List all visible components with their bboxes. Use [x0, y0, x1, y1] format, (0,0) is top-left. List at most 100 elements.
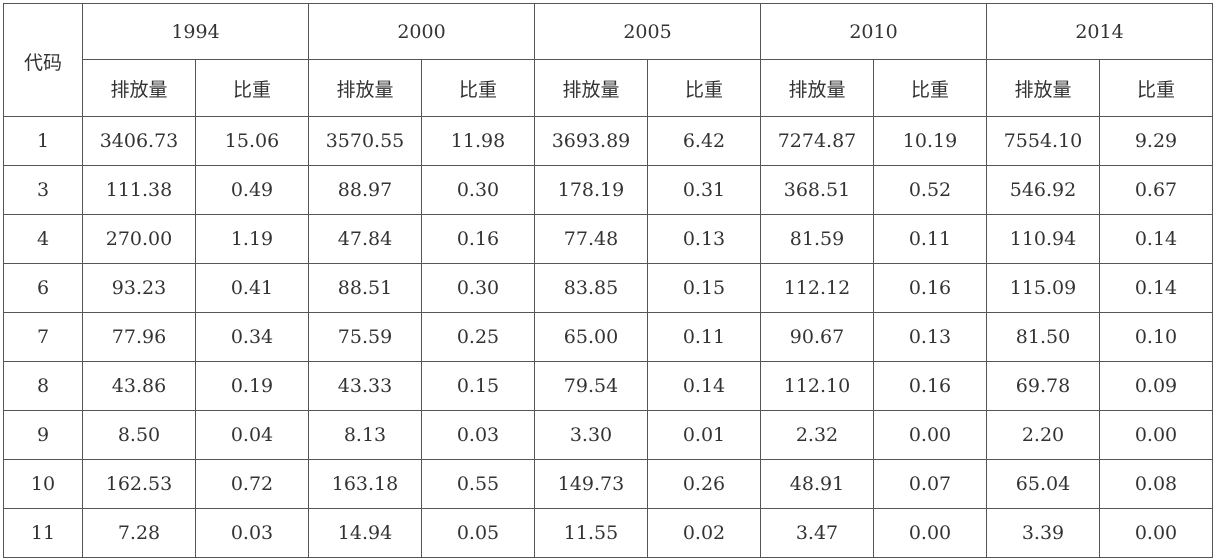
code-cell: 8: [3, 361, 83, 411]
value-cell: 10.19: [873, 116, 987, 166]
value-cell: 0.00: [1099, 410, 1213, 460]
value-cell: 111.38: [82, 165, 196, 215]
value-cell: 546.92: [986, 165, 1100, 215]
year-header: 2005: [534, 3, 761, 60]
value-cell: 0.14: [647, 361, 761, 411]
data-row: 7 77.96 0.34 75.59 0.25 65.00 0.11 90.67 0.13 81.…: [3, 312, 1213, 362]
value-cell: 3.39: [986, 508, 1100, 558]
value-cell: 69.78: [986, 361, 1100, 411]
value-cell: 0.13: [647, 214, 761, 264]
value-cell: 48.91: [760, 459, 874, 509]
value-cell: 368.51: [760, 165, 874, 215]
code-cell: 9: [3, 410, 83, 460]
value-cell: 8.13: [308, 410, 422, 460]
value-cell: 0.01: [647, 410, 761, 460]
value-cell: 8.50: [82, 410, 196, 460]
sub-header: 比重: [195, 59, 309, 117]
value-cell: 7274.87: [760, 116, 874, 166]
value-cell: 79.54: [534, 361, 648, 411]
value-cell: 0.41: [195, 263, 309, 313]
value-cell: 0.25: [421, 312, 535, 362]
value-cell: 178.19: [534, 165, 648, 215]
value-cell: 0.67: [1099, 165, 1213, 215]
year-header: 1994: [82, 3, 309, 60]
value-cell: 162.53: [82, 459, 196, 509]
year-header: 2000: [308, 3, 535, 60]
data-row: 4 270.00 1.19 47.84 0.16 77.48 0.13 81.59 0.11 11…: [3, 214, 1213, 264]
code-cell: 11: [3, 508, 83, 558]
value-cell: 3406.73: [82, 116, 196, 166]
value-cell: 1.19: [195, 214, 309, 264]
sub-header: 比重: [421, 59, 535, 117]
value-cell: 2.20: [986, 410, 1100, 460]
code-cell: 3: [3, 165, 83, 215]
code-cell: 4: [3, 214, 83, 264]
value-cell: 163.18: [308, 459, 422, 509]
value-cell: 75.59: [308, 312, 422, 362]
value-cell: 110.94: [986, 214, 1100, 264]
value-cell: 0.07: [873, 459, 987, 509]
sub-header: 排放量: [760, 59, 874, 117]
value-cell: 0.00: [873, 410, 987, 460]
value-cell: 81.50: [986, 312, 1100, 362]
value-cell: 112.12: [760, 263, 874, 313]
value-cell: 90.67: [760, 312, 874, 362]
value-cell: 65.00: [534, 312, 648, 362]
value-cell: 0.72: [195, 459, 309, 509]
value-cell: 6.42: [647, 116, 761, 166]
value-cell: 11.98: [421, 116, 535, 166]
value-cell: 115.09: [986, 263, 1100, 313]
value-cell: 81.59: [760, 214, 874, 264]
value-cell: 83.85: [534, 263, 648, 313]
sub-header: 比重: [647, 59, 761, 117]
value-cell: 0.13: [873, 312, 987, 362]
value-cell: 0.26: [647, 459, 761, 509]
code-cell: 10: [3, 459, 83, 509]
data-row: 9 8.50 0.04 8.13 0.03 3.30 0.01 2.32 0.00 2.20 0.0…: [3, 410, 1213, 460]
value-cell: 7.28: [82, 508, 196, 558]
value-cell: 0.00: [1099, 508, 1213, 558]
value-cell: 0.30: [421, 263, 535, 313]
value-cell: 65.04: [986, 459, 1100, 509]
value-cell: 0.49: [195, 165, 309, 215]
data-row: 1 3406.73 15.06 3570.55 11.98 3693.89 6.42 7274…: [3, 116, 1213, 166]
value-cell: 112.10: [760, 361, 874, 411]
value-cell: 47.84: [308, 214, 422, 264]
value-cell: 270.00: [82, 214, 196, 264]
value-cell: 43.33: [308, 361, 422, 411]
value-cell: 15.06: [195, 116, 309, 166]
value-cell: 3693.89: [534, 116, 648, 166]
value-cell: 0.31: [647, 165, 761, 215]
sub-header: 排放量: [986, 59, 1100, 117]
value-cell: 7554.10: [986, 116, 1100, 166]
value-cell: 0.15: [421, 361, 535, 411]
value-cell: 0.11: [873, 214, 987, 264]
value-cell: 0.10: [1099, 312, 1213, 362]
year-header: 2014: [986, 3, 1213, 60]
value-cell: 0.11: [647, 312, 761, 362]
value-cell: 0.04: [195, 410, 309, 460]
value-cell: 0.00: [873, 508, 987, 558]
value-cell: 0.16: [421, 214, 535, 264]
value-cell: 43.86: [82, 361, 196, 411]
value-cell: 0.14: [1099, 263, 1213, 313]
value-cell: 0.02: [647, 508, 761, 558]
value-cell: 77.96: [82, 312, 196, 362]
emission-table: 代码 1994 2000 2005 2010 2014 排放量 比重 排放量 比重 排放量 比重 排放量…: [3, 3, 1213, 558]
value-cell: 11.55: [534, 508, 648, 558]
code-cell: 1: [3, 116, 83, 166]
value-cell: 88.97: [308, 165, 422, 215]
value-cell: 0.30: [421, 165, 535, 215]
data-row: 8 43.86 0.19 43.33 0.15 79.54 0.14 112.10 0.16 69…: [3, 361, 1213, 411]
value-cell: 0.03: [421, 410, 535, 460]
code-cell: 6: [3, 263, 83, 313]
value-cell: 14.94: [308, 508, 422, 558]
value-cell: 93.23: [82, 263, 196, 313]
year-header: 2010: [760, 3, 987, 60]
corner-cell: 代码: [3, 3, 83, 117]
code-cell: 7: [3, 312, 83, 362]
value-cell: 3.47: [760, 508, 874, 558]
sub-header: 排放量: [308, 59, 422, 117]
data-row: 6 93.23 0.41 88.51 0.30 83.85 0.15 112.12 0.16 11…: [3, 263, 1213, 313]
value-cell: 149.73: [534, 459, 648, 509]
